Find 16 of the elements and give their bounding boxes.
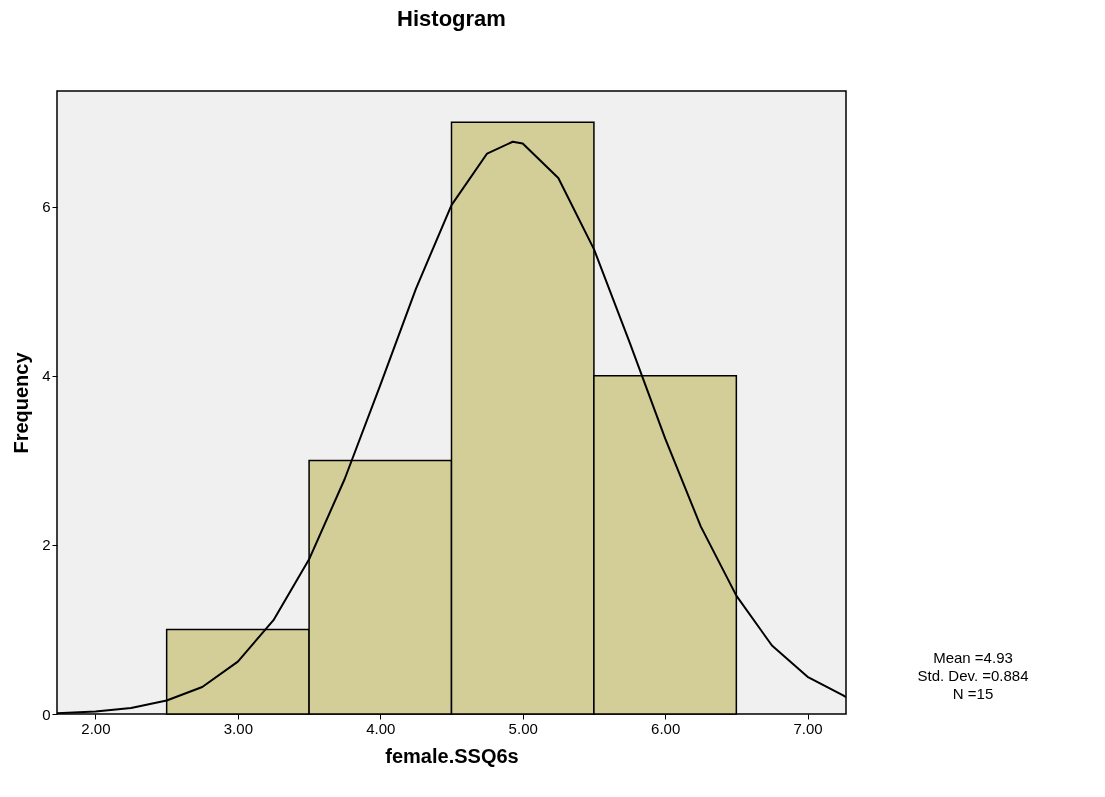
text: Mean =4.93 — [933, 649, 1013, 666]
x-tick-label: 3.00 — [223, 719, 253, 737]
y-tick-label: 0 — [42, 705, 51, 723]
y-tick-label: 4 — [42, 367, 51, 385]
x-tick-label: 5.00 — [508, 719, 538, 737]
text: N =15 — [952, 685, 994, 702]
x-tick-label: 6.00 — [651, 719, 681, 737]
x-tick-label: 2.00 — [81, 719, 111, 737]
y-axis-title: Frequency — [10, 351, 33, 454]
x-tick-label: 7.00 — [793, 719, 823, 737]
text: Std. Dev. =0.884 — [917, 667, 1029, 684]
y-tick-label: 6 — [42, 198, 51, 216]
chart-title: Histogram — [397, 6, 506, 31]
x-tick-label: 4.00 — [366, 719, 396, 737]
x-axis-title: female.SSQ6s — [385, 744, 519, 767]
y-tick-label: 2 — [42, 536, 51, 554]
